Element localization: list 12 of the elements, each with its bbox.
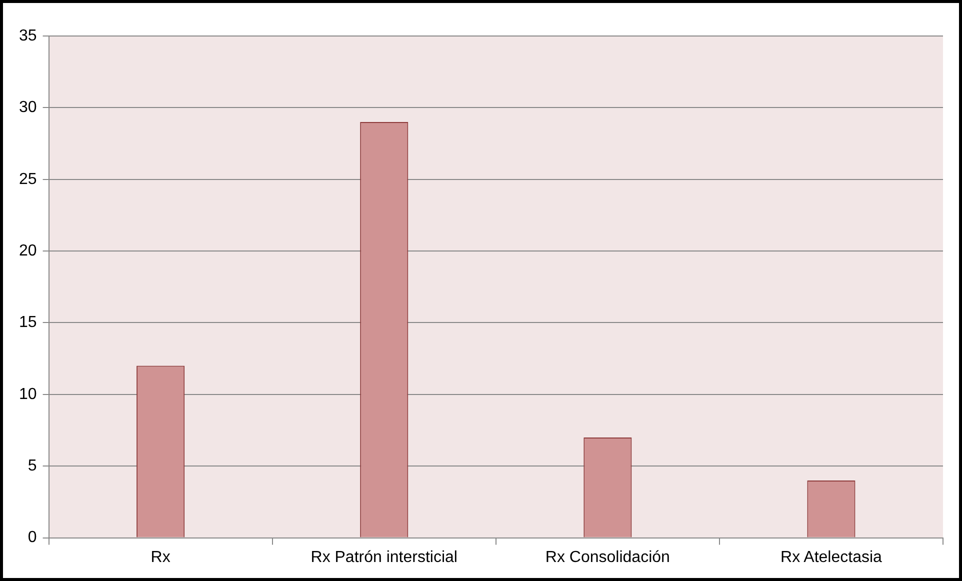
- y-tick-label: 30: [19, 99, 37, 116]
- y-tick-label: 10: [19, 386, 37, 403]
- y-tick-label: 20: [19, 242, 37, 260]
- y-tick-label: 5: [28, 458, 37, 475]
- x-tick-label: Rx: [150, 548, 170, 566]
- x-tick-label: Rx Atelectasia: [780, 548, 882, 566]
- x-tick-label: Rx Consolidación: [545, 548, 670, 566]
- y-tick-label: 0: [28, 529, 37, 546]
- y-tick-label: 15: [19, 314, 37, 332]
- y-tick-label: 35: [19, 27, 37, 44]
- y-tick-label: 25: [19, 170, 37, 188]
- x-tick-label: Rx Patrón intersticial: [310, 548, 458, 566]
